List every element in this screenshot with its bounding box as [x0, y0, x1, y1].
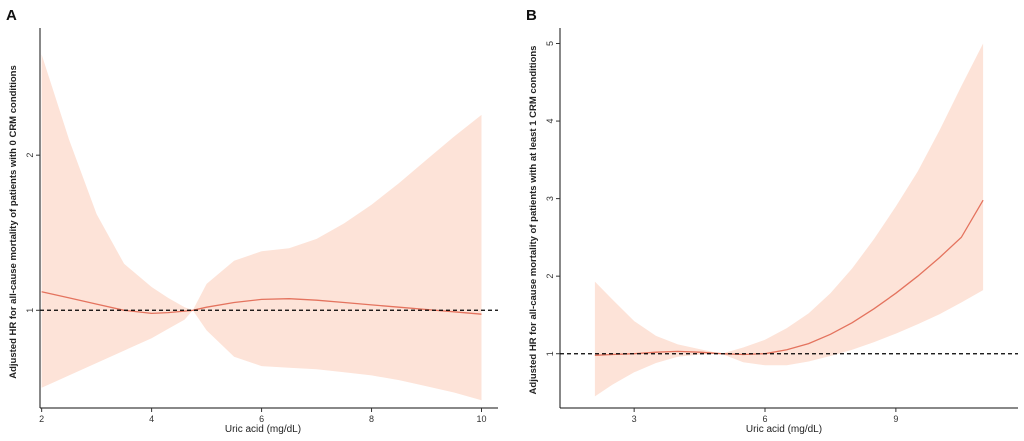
panel-a-ci-band-layer [41, 54, 482, 401]
panel-b-hr-curve [594, 199, 984, 356]
panel-a-x-tick-label: 10 [476, 414, 486, 424]
panel-b-y-axis-title: Adjusted HR for all-cause mortality of p… [528, 46, 539, 395]
panel-b-x-tick-label: 3 [632, 414, 637, 424]
panel-a-y-tick-label: 2 [25, 153, 35, 158]
panel-a-x-tick-label: 6 [259, 414, 264, 424]
panel-b-label: B [526, 7, 537, 24]
panel-b-x-tick-label: 6 [763, 414, 768, 424]
panel-a-ci-band [41, 54, 482, 401]
panel-a-x-tick-label: 8 [369, 414, 374, 424]
panel-b-axes [559, 28, 1018, 409]
panel-a-y-tick-label: 1 [25, 308, 35, 313]
panel-b-ci-band-layer [594, 43, 984, 397]
panel-a-x-tick-label: 4 [149, 414, 154, 424]
panel-a-axes [39, 28, 498, 409]
panel-a-label: A [6, 7, 17, 24]
panel-b-x-axis-title: Uric acid (mg/dL) [746, 424, 822, 435]
panel-b-ci-band [594, 43, 984, 397]
panel-b-y-tick-label: 2 [545, 274, 555, 279]
panel-a-y-axis-title: Adjusted HR for all-cause mortality of p… [8, 65, 19, 379]
panel-b-y-tick-label: 3 [545, 196, 555, 201]
panel-b-y-tick-label: 5 [545, 41, 555, 46]
panel-b-y-tick-label: 4 [545, 119, 555, 124]
panel-b-curve-layer [594, 199, 984, 356]
panel-b-x-tick-label: 9 [893, 414, 898, 424]
panel-b-y-tick-label: 1 [545, 351, 555, 356]
panel-a-x-tick-label: 2 [39, 414, 44, 424]
panel-a-x-axis-title: Uric acid (mg/dL) [225, 424, 301, 435]
